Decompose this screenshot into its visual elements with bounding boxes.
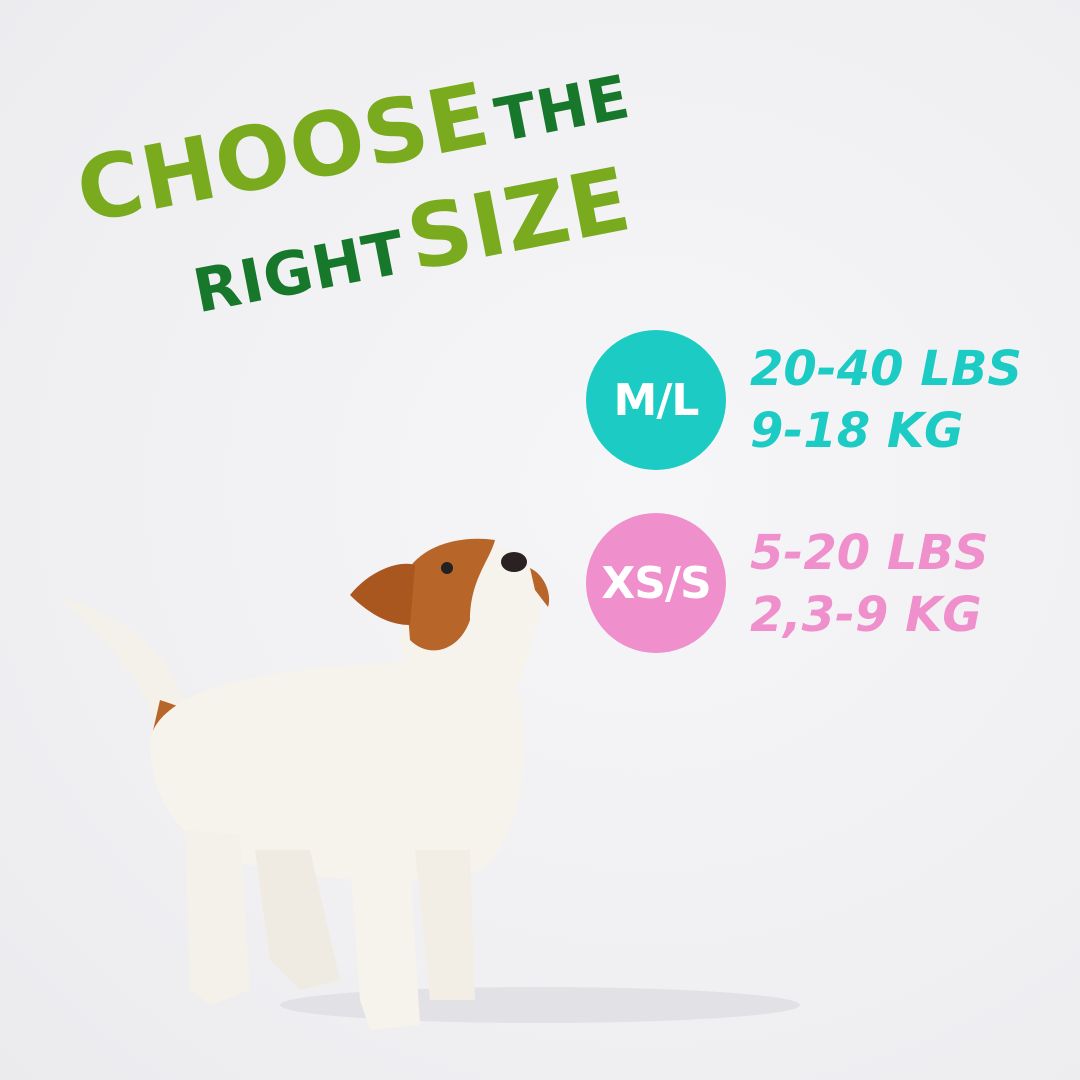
size-range-ml: 20-40 LBS 9-18 KG	[750, 338, 1022, 462]
weight-kg: 2,3-9 KG	[750, 587, 982, 643]
size-badge-ml: M/L	[586, 330, 726, 470]
head-patch	[405, 538, 495, 651]
size-range-xss: 5-20 LBS 2,3-9 KG	[750, 522, 989, 646]
weight-kg: 9-18 KG	[750, 403, 964, 459]
weight-lbs: 20-40 LBS	[750, 341, 1022, 397]
size-badge-label: XS/S	[601, 557, 711, 609]
nose	[501, 552, 527, 572]
weight-lbs: 5-20 LBS	[750, 525, 989, 581]
eye	[441, 562, 453, 574]
tail	[60, 598, 185, 740]
ear	[350, 563, 415, 625]
size-badge-label: M/L	[613, 374, 700, 426]
size-badge-xss: XS/S	[586, 513, 726, 653]
